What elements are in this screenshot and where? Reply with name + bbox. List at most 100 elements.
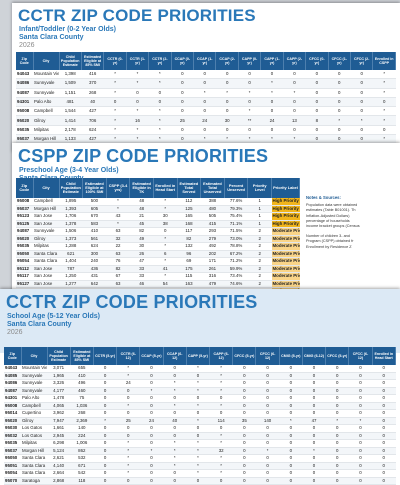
- table-cell: 388: [200, 198, 225, 206]
- table-cell: 1,544: [59, 106, 82, 117]
- table-cell: *: [186, 379, 210, 388]
- table-cell: 117: [177, 227, 201, 236]
- column-header: CFCC (0-yr): [305, 52, 329, 70]
- table-row: 95054 Santa Clara 2,664 542 0 * 0 0 * * 0 0 0 0 0 0 0: [4, 469, 396, 478]
- column-header: CCTR (5-yr): [93, 347, 118, 365]
- table-cell: 1,414: [59, 115, 82, 126]
- table-cell: 0: [372, 365, 396, 373]
- report-page: CSPP ZIP CODE PRIORITIES Preschool Age (3…: [12, 143, 400, 293]
- column-header: CCAP (0-yr): [171, 52, 195, 70]
- table-cell: *: [126, 70, 149, 80]
- table-cell: 0: [93, 462, 117, 470]
- table-cell: 69: [177, 257, 201, 266]
- table-cell: 0: [163, 372, 187, 380]
- table-row: 95035 Milpitas 6,298 1,006 0 * 0 * * * 0 0 0 0 0 0 0: [4, 439, 396, 448]
- table-row: 95112 San Jose 787 436 82 33 41 175 261 59.9% 2 Mod…: [16, 265, 300, 273]
- table-cell: 0: [215, 70, 239, 80]
- table-cell: 416: [81, 70, 104, 80]
- table-cell: 0: [139, 462, 164, 470]
- table-cell: 0: [302, 372, 326, 380]
- table-cell: 0: [279, 447, 303, 455]
- table-cell: *: [163, 379, 187, 388]
- report-title: CCTR ZIP CODE PRIORITIES: [18, 6, 256, 25]
- table-row: 95035 Milpitas 2,178 624 * * * 0 0 0 0 0 0 0 0 0 0: [16, 125, 396, 136]
- table-cell: 1,404: [59, 257, 83, 266]
- table-cell: San Jose: [33, 212, 59, 221]
- table-cell: 71.1%: [224, 220, 248, 228]
- table-cell: High Priority: [271, 212, 300, 221]
- table-row: 95032 Los Gatos 2,945 224 0 0 0 0 0 * 0 0 0 0 0 0 0: [4, 432, 396, 440]
- table-cell: *: [153, 257, 178, 266]
- table-cell: *: [255, 447, 280, 455]
- table-cell: *: [163, 402, 187, 410]
- table-cell: *: [209, 402, 233, 410]
- table-row: 94086 Sunnyvale 3,326 496 0 24 0 * * * 0 0 0 0 0 0 0: [4, 379, 396, 388]
- header-row: Zip Code City Child Population Estimate Est…: [16, 178, 300, 198]
- table-cell: 0: [305, 70, 329, 80]
- table-cell: 0: [93, 409, 117, 418]
- table-cell: 0: [255, 394, 280, 403]
- table-cell: 0: [163, 469, 187, 478]
- table-cell: 0: [328, 106, 351, 117]
- table-cell: 0: [348, 365, 373, 373]
- table-cell: Mountain View: [21, 365, 47, 373]
- table-cell: 0: [325, 477, 349, 485]
- table-row: 95050 Santa Clara 2,621 532 0 * 0 * * * 0 0 0 0 0 0 0: [4, 454, 396, 463]
- table-row: 94301 Palo Alto 1,478 75 0 0 0 0 0 0 0 0 0 0 0 0 0: [4, 394, 396, 403]
- table-cell: *: [372, 115, 396, 126]
- table-cell: 0: [372, 409, 396, 418]
- table-cell: 0: [139, 424, 164, 433]
- table-cell: 2: [247, 235, 272, 243]
- table-cell: Moderate Priority: [271, 280, 300, 288]
- table-cell: 0: [348, 402, 373, 410]
- table-cell: 2: [247, 227, 272, 236]
- table-cell: *: [372, 106, 396, 117]
- table-cell: 0: [116, 409, 140, 418]
- table-row: 94087 Sunnyvale 1,506 410 63 82 0 117 293 71.5% 2 M…: [16, 227, 300, 236]
- table-cell: 0: [139, 409, 164, 418]
- table-cell: Sunnyvale: [21, 379, 47, 388]
- table-row: 94301 Palo Alto 481 40 0 0 0 0 0 0 0 0 0 0 0 0 0: [16, 97, 396, 108]
- table-cell: 2: [247, 280, 272, 288]
- table-cell: 0: [348, 387, 373, 395]
- table-cell: 0: [325, 387, 349, 395]
- table-cell: 95035: [16, 242, 33, 251]
- table-cell: High Priority: [271, 205, 300, 213]
- column-header: Zip Code: [16, 178, 34, 198]
- table-cell: 0: [302, 409, 326, 418]
- table-cell: 0: [305, 78, 329, 89]
- table-cell: 621: [59, 250, 83, 258]
- table-cell: 48: [129, 205, 154, 213]
- notes-line: Enrollment by Residence Z: [306, 244, 352, 249]
- table-cell: 0: [139, 454, 164, 463]
- table-cell: 5,124: [47, 447, 71, 455]
- table-cell: 496: [70, 379, 94, 388]
- table-cell: 0: [372, 469, 396, 478]
- table-cell: *: [186, 365, 210, 373]
- column-header: CAPP (5-yr): [186, 347, 211, 365]
- table-cell: 293: [200, 227, 225, 236]
- table-cell: *: [148, 106, 172, 117]
- table-cell: 0: [279, 409, 303, 418]
- table-cell: 0: [126, 97, 149, 108]
- table-cell: 0: [148, 97, 172, 108]
- table-cell: 95035: [4, 439, 21, 448]
- table-cell: 0: [93, 469, 117, 478]
- column-header: CMIG (5-yr): [279, 347, 303, 365]
- table-cell: 0: [325, 439, 349, 448]
- table-cell: 0: [328, 88, 351, 98]
- table-cell: *: [209, 372, 233, 380]
- table-cell: 0: [93, 477, 117, 485]
- table-cell: 410: [82, 227, 107, 236]
- table-cell: 0: [372, 402, 396, 410]
- table-cell: 0: [279, 424, 303, 433]
- table-cell: 25: [116, 417, 140, 425]
- table-cell: 0: [232, 387, 256, 395]
- table-cell: 0: [325, 447, 349, 455]
- table-cell: San Jose: [33, 265, 59, 273]
- table-cell: 0: [93, 387, 117, 395]
- table-cell: 2,621: [47, 454, 71, 463]
- column-header: Estimated Eligible in TK: [129, 178, 154, 198]
- table-cell: 82: [129, 227, 154, 236]
